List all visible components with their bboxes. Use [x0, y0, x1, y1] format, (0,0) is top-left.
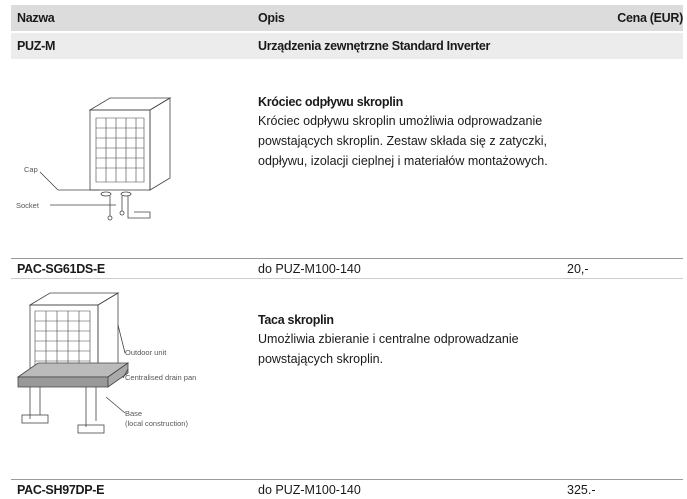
diagram-label: (local construction)	[125, 419, 188, 428]
diagram: Outdoor unit Centralised drain pan Base …	[16, 292, 196, 434]
text-line: powstających skroplin. Zestaw składa się…	[258, 134, 547, 148]
product-applies: do PUZ-M100-140	[258, 262, 361, 276]
diagram-label: Base	[125, 409, 142, 418]
row-rule	[11, 278, 683, 279]
diagram-label: Centralised drain pan	[125, 373, 196, 382]
text-line: odpływu, izolacji cieplnej i materiałów …	[258, 154, 548, 168]
product-code: PAC-SH97DP-E	[17, 483, 105, 497]
group-row	[11, 33, 683, 59]
product-price: 20,-	[567, 262, 589, 276]
header-cell: Opis	[258, 11, 285, 25]
product-price: 325.-	[567, 483, 596, 497]
row-rule	[11, 258, 683, 259]
text-line: powstających skroplin.	[258, 352, 384, 366]
group-desc: Urządzenia zewnętrzne Standard Inverter	[258, 39, 491, 53]
header-cell: Cena (EUR)	[617, 11, 683, 25]
header-cell: Nazwa	[17, 11, 55, 25]
diagram-label: Cap	[24, 165, 38, 174]
product-code: PAC-SG61DS-E	[17, 262, 105, 276]
diagram-label: Socket	[16, 201, 40, 210]
text-line: Umożliwia zbieranie i centralne odprowad…	[258, 332, 519, 346]
diagram: Cap Socket	[16, 97, 172, 221]
product-description: Umożliwia zbieranie i centralne odprowad…	[258, 329, 519, 369]
product-applies: do PUZ-M100-140	[258, 483, 361, 497]
row-rule	[11, 479, 683, 480]
product-title: Króciec odpływu skroplin	[258, 95, 403, 109]
product-description: Króciec odpływu skroplin umożliwia odpro…	[258, 111, 548, 171]
product-title: Taca skroplin	[258, 313, 334, 327]
header-row	[11, 5, 683, 31]
diagram-label: Outdoor unit	[125, 348, 167, 357]
text-line: Króciec odpływu skroplin umożliwia odpro…	[258, 114, 543, 128]
group-name: PUZ-M	[17, 39, 56, 53]
